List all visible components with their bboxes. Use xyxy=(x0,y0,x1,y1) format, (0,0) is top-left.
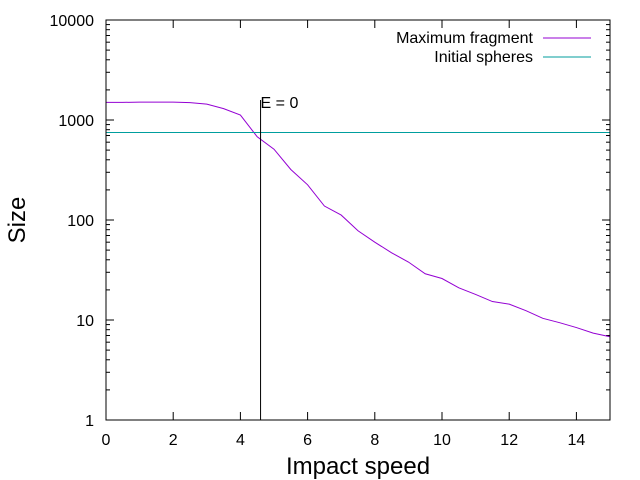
legend-label: Maximum fragment xyxy=(396,30,533,47)
y-tick-label: 1 xyxy=(85,413,94,430)
x-tick-labels: 0 2 4 6 8 10 12 14 xyxy=(102,432,586,449)
series-line-maximum-fragment xyxy=(106,101,611,338)
y-tick-labels: 1 10 100 1000 10000 xyxy=(50,13,95,430)
x-tick-label: 0 xyxy=(102,432,111,449)
legend-label: Initial spheres xyxy=(434,49,533,66)
y-tick-label: 10 xyxy=(76,313,94,330)
x-tick-label: 10 xyxy=(433,432,451,449)
annotations: E = 0 xyxy=(260,95,299,420)
x-tick-label: 14 xyxy=(568,432,586,449)
y-axis-title: Size xyxy=(4,197,31,244)
x-axis-title: Impact speed xyxy=(286,453,430,480)
annotation-label: E = 0 xyxy=(261,95,299,112)
y-tick-label: 1000 xyxy=(58,113,94,130)
plot-frame xyxy=(105,19,611,421)
x-tick-label: 6 xyxy=(303,432,312,449)
x-tick-label: 4 xyxy=(236,432,245,449)
x-tick-label: 12 xyxy=(500,432,518,449)
axis-ticks xyxy=(105,19,610,421)
plot-series xyxy=(106,101,611,338)
x-tick-label: 2 xyxy=(169,432,178,449)
x-tick-label: 8 xyxy=(370,432,379,449)
y-tick-label: 100 xyxy=(67,213,94,230)
y-tick-label: 10000 xyxy=(50,13,95,30)
legend: Maximum fragment Initial spheres xyxy=(396,30,591,66)
